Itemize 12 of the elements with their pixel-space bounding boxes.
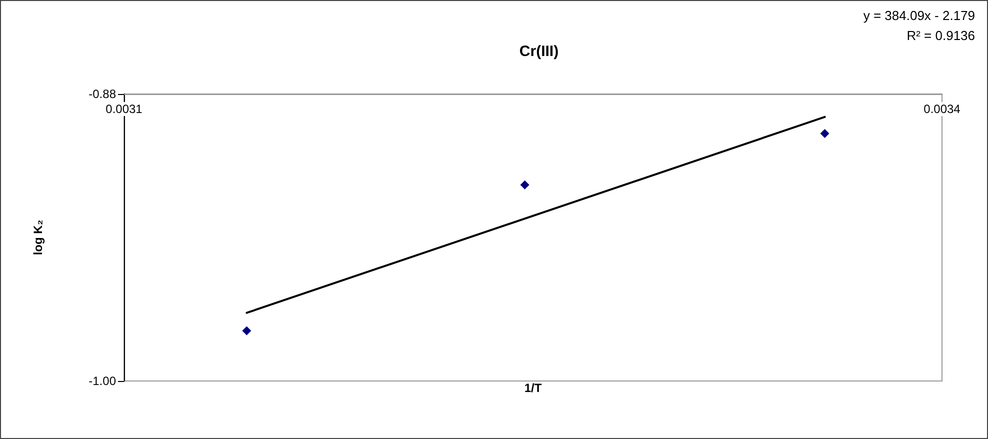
text: y = 384.09x - 2.179 — [863, 8, 976, 23]
x-axis-title: 1/T — [524, 381, 542, 395]
y-tick-label: -0.88 — [88, 87, 116, 101]
point — [520, 180, 530, 190]
x-tick-label: 0.0031 — [106, 102, 143, 116]
chart-title: Cr(III) — [519, 43, 559, 60]
y-axis-title: log K₂ — [31, 220, 45, 256]
y-tick-label: -1.00 — [88, 374, 116, 388]
point — [242, 326, 252, 336]
x-tick-label: 0.0034 — [924, 102, 961, 116]
point — [820, 128, 830, 138]
text: R² = 0.9136 — [906, 28, 975, 43]
